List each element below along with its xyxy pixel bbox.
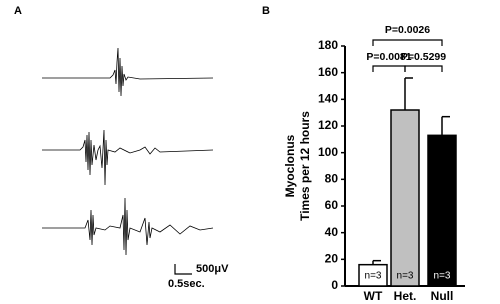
trace bbox=[42, 47, 214, 97]
y-tick-label: 80 bbox=[325, 172, 339, 186]
y-tick-label: 60 bbox=[325, 198, 339, 212]
y-tick-label: 160 bbox=[318, 65, 338, 79]
x-tick-label: Het. bbox=[394, 289, 417, 303]
bar-label: n=3 bbox=[365, 271, 382, 282]
trace bbox=[42, 129, 214, 186]
y-tick-label: 20 bbox=[325, 252, 339, 266]
p-value: P=0.0081 bbox=[366, 51, 411, 63]
bar bbox=[427, 134, 457, 287]
panel-label: B bbox=[262, 5, 270, 17]
y-tick-label: 100 bbox=[318, 145, 338, 159]
bar-label: n=3 bbox=[434, 271, 451, 282]
y-axis-label: Myoclonus bbox=[283, 134, 297, 197]
y-tick-label: 40 bbox=[325, 225, 339, 239]
bracket bbox=[372, 39, 443, 46]
bracket bbox=[404, 65, 443, 72]
x-tick-label: Null bbox=[431, 289, 454, 303]
scale-label: 0.5sec. bbox=[168, 278, 205, 290]
bar-label: n=3 bbox=[397, 271, 414, 282]
y-tick-label: 140 bbox=[318, 92, 338, 106]
y-tick-label: 0 bbox=[331, 278, 338, 292]
y-tick-label: 180 bbox=[318, 38, 338, 52]
bar bbox=[358, 263, 388, 287]
p-value: P=0.5299 bbox=[401, 51, 446, 63]
eeg-traces bbox=[42, 47, 214, 256]
p-value: P=0.0026 bbox=[385, 24, 430, 36]
bracket bbox=[372, 65, 406, 72]
bar bbox=[390, 109, 420, 287]
scale-label: 500μV bbox=[196, 263, 229, 275]
y-tick-label: 120 bbox=[318, 118, 338, 132]
y-axis-label: Times per 12 hours bbox=[298, 111, 312, 221]
bar-chart: 0 20 40 60 80 100 120 140 160 180 Myoclonus Times p… bbox=[283, 24, 465, 303]
scale-bar bbox=[174, 264, 192, 275]
trace bbox=[42, 197, 214, 256]
panel-label: A bbox=[14, 5, 22, 17]
x-tick-label: WT bbox=[364, 289, 383, 303]
